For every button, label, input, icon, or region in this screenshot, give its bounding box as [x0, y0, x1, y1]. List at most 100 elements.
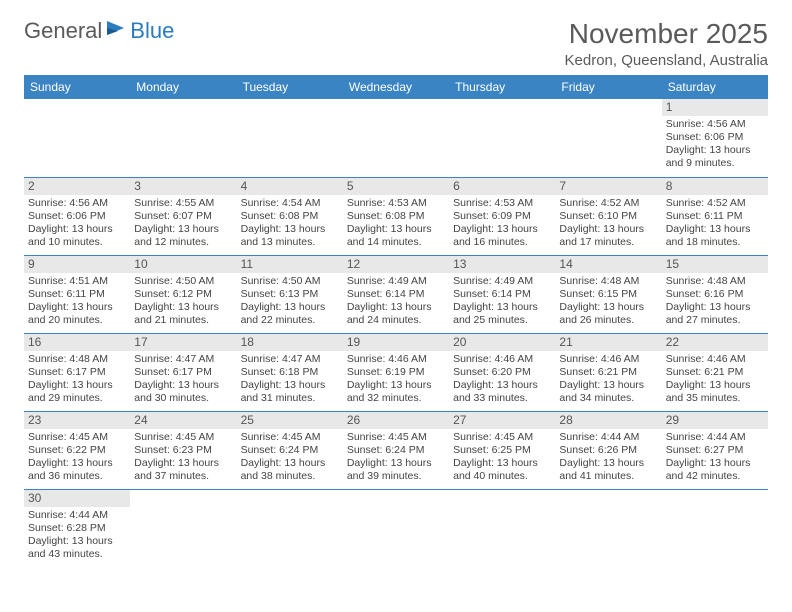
daylight-line: Daylight: 13 hours and 40 minutes.	[453, 457, 551, 483]
sunset-line: Sunset: 6:11 PM	[666, 210, 764, 223]
daylight-line: Daylight: 13 hours and 37 minutes.	[134, 457, 232, 483]
daylight-line: Daylight: 13 hours and 14 minutes.	[347, 223, 445, 249]
sunset-line: Sunset: 6:19 PM	[347, 366, 445, 379]
sunset-line: Sunset: 6:08 PM	[347, 210, 445, 223]
sunset-line: Sunset: 6:16 PM	[666, 288, 764, 301]
day-number: 7	[555, 178, 661, 195]
sunrise-line: Sunrise: 4:53 AM	[453, 197, 551, 210]
sunrise-line: Sunrise: 4:46 AM	[559, 353, 657, 366]
empty-cell	[555, 99, 661, 177]
weekday-header: Saturday	[662, 75, 768, 99]
empty-cell	[343, 99, 449, 177]
day-number: 6	[449, 178, 555, 195]
sunset-line: Sunset: 6:27 PM	[666, 444, 764, 457]
sunrise-line: Sunrise: 4:56 AM	[666, 118, 764, 131]
day-info: Sunrise: 4:48 AMSunset: 6:15 PMDaylight:…	[559, 275, 657, 328]
daylight-line: Daylight: 13 hours and 10 minutes.	[28, 223, 126, 249]
day-info: Sunrise: 4:45 AMSunset: 6:23 PMDaylight:…	[134, 431, 232, 484]
day-info: Sunrise: 4:49 AMSunset: 6:14 PMDaylight:…	[453, 275, 551, 328]
sunset-line: Sunset: 6:14 PM	[453, 288, 551, 301]
day-number: 23	[24, 412, 130, 429]
sunset-line: Sunset: 6:28 PM	[28, 522, 126, 535]
day-number: 21	[555, 334, 661, 351]
sunset-line: Sunset: 6:24 PM	[241, 444, 339, 457]
calendar-table: SundayMondayTuesdayWednesdayThursdayFrid…	[24, 75, 768, 567]
daylight-line: Daylight: 13 hours and 35 minutes.	[666, 379, 764, 405]
day-info: Sunrise: 4:56 AMSunset: 6:06 PMDaylight:…	[666, 118, 764, 171]
day-number: 14	[555, 256, 661, 273]
sunset-line: Sunset: 6:10 PM	[559, 210, 657, 223]
day-cell: 28Sunrise: 4:44 AMSunset: 6:26 PMDayligh…	[555, 411, 661, 489]
title-block: November 2025 Kedron, Queensland, Austra…	[565, 18, 768, 69]
day-cell: 29Sunrise: 4:44 AMSunset: 6:27 PMDayligh…	[662, 411, 768, 489]
sunrise-line: Sunrise: 4:45 AM	[453, 431, 551, 444]
sunset-line: Sunset: 6:17 PM	[134, 366, 232, 379]
daylight-line: Daylight: 13 hours and 36 minutes.	[28, 457, 126, 483]
sunrise-line: Sunrise: 4:48 AM	[666, 275, 764, 288]
day-cell: 24 Sunrise: 4:45 AMSunset: 6:23 PMDayligh…	[130, 411, 236, 489]
day-cell: 17Sunrise: 4:47 AMSunset: 6:17 PMDayligh…	[130, 333, 236, 411]
calendar-row: 2Sunrise: 4:56 AMSunset: 6:06 PMDaylight…	[24, 177, 768, 255]
day-cell: 3 Sunrise: 4:55 AMSunset: 6:07 PMDaylight…	[130, 177, 236, 255]
day-number: 24	[130, 412, 236, 429]
sunrise-line: Sunrise: 4:50 AM	[134, 275, 232, 288]
day-cell: 10Sunrise: 4:50 AMSunset: 6:12 PMDayligh…	[130, 255, 236, 333]
sunrise-line: Sunrise: 4:53 AM	[347, 197, 445, 210]
day-number: 1	[662, 99, 768, 116]
day-cell: 23Sunrise: 4:45 AMSunset: 6:22 PMDayligh…	[24, 411, 130, 489]
day-number: 3	[130, 178, 236, 195]
day-info: Sunrise: 4:45 AMSunset: 6:24 PMDaylight:…	[347, 431, 445, 484]
day-info: Sunrise: 4:49 AMSunset: 6:14 PMDaylight:…	[347, 275, 445, 328]
daylight-line: Daylight: 13 hours and 17 minutes.	[559, 223, 657, 249]
day-cell: 6Sunrise: 4:53 AMSunset: 6:09 PMDaylight…	[449, 177, 555, 255]
sunrise-line: Sunrise: 4:47 AM	[134, 353, 232, 366]
daylight-line: Daylight: 13 hours and 25 minutes.	[453, 301, 551, 327]
day-cell: 9Sunrise: 4:51 AMSunset: 6:11 PMDaylight…	[24, 255, 130, 333]
day-number: 20	[449, 334, 555, 351]
daylight-line: Daylight: 13 hours and 33 minutes.	[453, 379, 551, 405]
calendar-row: 23Sunrise: 4:45 AMSunset: 6:22 PMDayligh…	[24, 411, 768, 489]
header: General Blue November 2025 Kedron, Queen…	[24, 18, 768, 69]
day-info: Sunrise: 4:44 AMSunset: 6:26 PMDaylight:…	[559, 431, 657, 484]
sunrise-line: Sunrise: 4:46 AM	[453, 353, 551, 366]
day-cell: 1 Sunrise: 4:56 AMSunset: 6:06 PMDaylight…	[662, 99, 768, 177]
daylight-line: Daylight: 13 hours and 21 minutes.	[134, 301, 232, 327]
sunset-line: Sunset: 6:08 PM	[241, 210, 339, 223]
logo: General Blue	[24, 18, 174, 44]
sunrise-line: Sunrise: 4:44 AM	[666, 431, 764, 444]
empty-cell	[555, 489, 661, 567]
day-cell: 21Sunrise: 4:46 AMSunset: 6:21 PMDayligh…	[555, 333, 661, 411]
day-cell: 30Sunrise: 4:44 AMSunset: 6:28 PMDayligh…	[24, 489, 130, 567]
day-info: Sunrise: 4:55 AMSunset: 6:07 PMDaylight:…	[134, 197, 232, 250]
sunrise-line: Sunrise: 4:54 AM	[241, 197, 339, 210]
sunrise-line: Sunrise: 4:52 AM	[559, 197, 657, 210]
calendar-row: 30Sunrise: 4:44 AMSunset: 6:28 PMDayligh…	[24, 489, 768, 567]
day-cell: 22 Sunrise: 4:46 AMSunset: 6:21 PMDayligh…	[662, 333, 768, 411]
sunset-line: Sunset: 6:15 PM	[559, 288, 657, 301]
weekday-header: Monday	[130, 75, 236, 99]
empty-cell	[449, 489, 555, 567]
day-number: 22	[662, 334, 768, 351]
day-cell: 14 Sunrise: 4:48 AMSunset: 6:15 PMDayligh…	[555, 255, 661, 333]
daylight-line: Daylight: 13 hours and 13 minutes.	[241, 223, 339, 249]
day-cell: 11Sunrise: 4:50 AMSunset: 6:13 PMDayligh…	[237, 255, 343, 333]
day-info: Sunrise: 4:54 AMSunset: 6:08 PMDaylight:…	[241, 197, 339, 250]
day-info: Sunrise: 4:53 AMSunset: 6:08 PMDaylight:…	[347, 197, 445, 250]
daylight-line: Daylight: 13 hours and 18 minutes.	[666, 223, 764, 249]
flag-icon	[106, 19, 128, 37]
day-info: Sunrise: 4:47 AMSunset: 6:18 PMDaylight:…	[241, 353, 339, 406]
day-cell: 25Sunrise: 4:45 AMSunset: 6:24 PMDayligh…	[237, 411, 343, 489]
empty-cell	[24, 99, 130, 177]
day-cell: 2Sunrise: 4:56 AMSunset: 6:06 PMDaylight…	[24, 177, 130, 255]
day-info: Sunrise: 4:52 AMSunset: 6:11 PMDaylight:…	[666, 197, 764, 250]
sunrise-line: Sunrise: 4:46 AM	[666, 353, 764, 366]
daylight-line: Daylight: 13 hours and 27 minutes.	[666, 301, 764, 327]
weekday-header: Thursday	[449, 75, 555, 99]
sunset-line: Sunset: 6:13 PM	[241, 288, 339, 301]
day-cell: 7 Sunrise: 4:52 AMSunset: 6:10 PMDaylight…	[555, 177, 661, 255]
day-info: Sunrise: 4:47 AMSunset: 6:17 PMDaylight:…	[134, 353, 232, 406]
sunset-line: Sunset: 6:21 PM	[666, 366, 764, 379]
day-info: Sunrise: 4:46 AMSunset: 6:20 PMDaylight:…	[453, 353, 551, 406]
day-info: Sunrise: 4:50 AMSunset: 6:12 PMDaylight:…	[134, 275, 232, 328]
sunset-line: Sunset: 6:17 PM	[28, 366, 126, 379]
